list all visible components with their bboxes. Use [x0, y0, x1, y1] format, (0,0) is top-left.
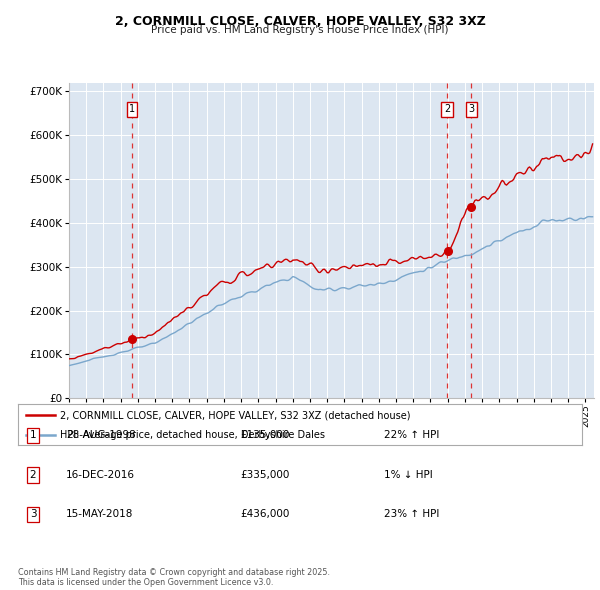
Text: 3: 3	[468, 104, 475, 114]
Text: £135,000: £135,000	[240, 431, 289, 440]
Text: 1% ↓ HPI: 1% ↓ HPI	[384, 470, 433, 480]
Text: 3: 3	[29, 510, 37, 519]
Text: 15-MAY-2018: 15-MAY-2018	[66, 510, 133, 519]
Text: 2: 2	[29, 470, 37, 480]
Text: 2, CORNMILL CLOSE, CALVER, HOPE VALLEY, S32 3XZ: 2, CORNMILL CLOSE, CALVER, HOPE VALLEY, …	[115, 15, 485, 28]
Text: HPI: Average price, detached house, Derbyshire Dales: HPI: Average price, detached house, Derb…	[60, 430, 325, 440]
Text: £335,000: £335,000	[240, 470, 289, 480]
Text: 2: 2	[444, 104, 450, 114]
Text: 16-DEC-2016: 16-DEC-2016	[66, 470, 135, 480]
Text: 28-AUG-1998: 28-AUG-1998	[66, 431, 136, 440]
Text: 23% ↑ HPI: 23% ↑ HPI	[384, 510, 439, 519]
Text: 1: 1	[29, 431, 37, 440]
Text: Contains HM Land Registry data © Crown copyright and database right 2025.
This d: Contains HM Land Registry data © Crown c…	[18, 568, 330, 587]
Text: Price paid vs. HM Land Registry's House Price Index (HPI): Price paid vs. HM Land Registry's House …	[151, 25, 449, 35]
Text: 2, CORNMILL CLOSE, CALVER, HOPE VALLEY, S32 3XZ (detached house): 2, CORNMILL CLOSE, CALVER, HOPE VALLEY, …	[60, 410, 411, 420]
Text: 22% ↑ HPI: 22% ↑ HPI	[384, 431, 439, 440]
Text: 1: 1	[129, 104, 135, 114]
Text: £436,000: £436,000	[240, 510, 289, 519]
